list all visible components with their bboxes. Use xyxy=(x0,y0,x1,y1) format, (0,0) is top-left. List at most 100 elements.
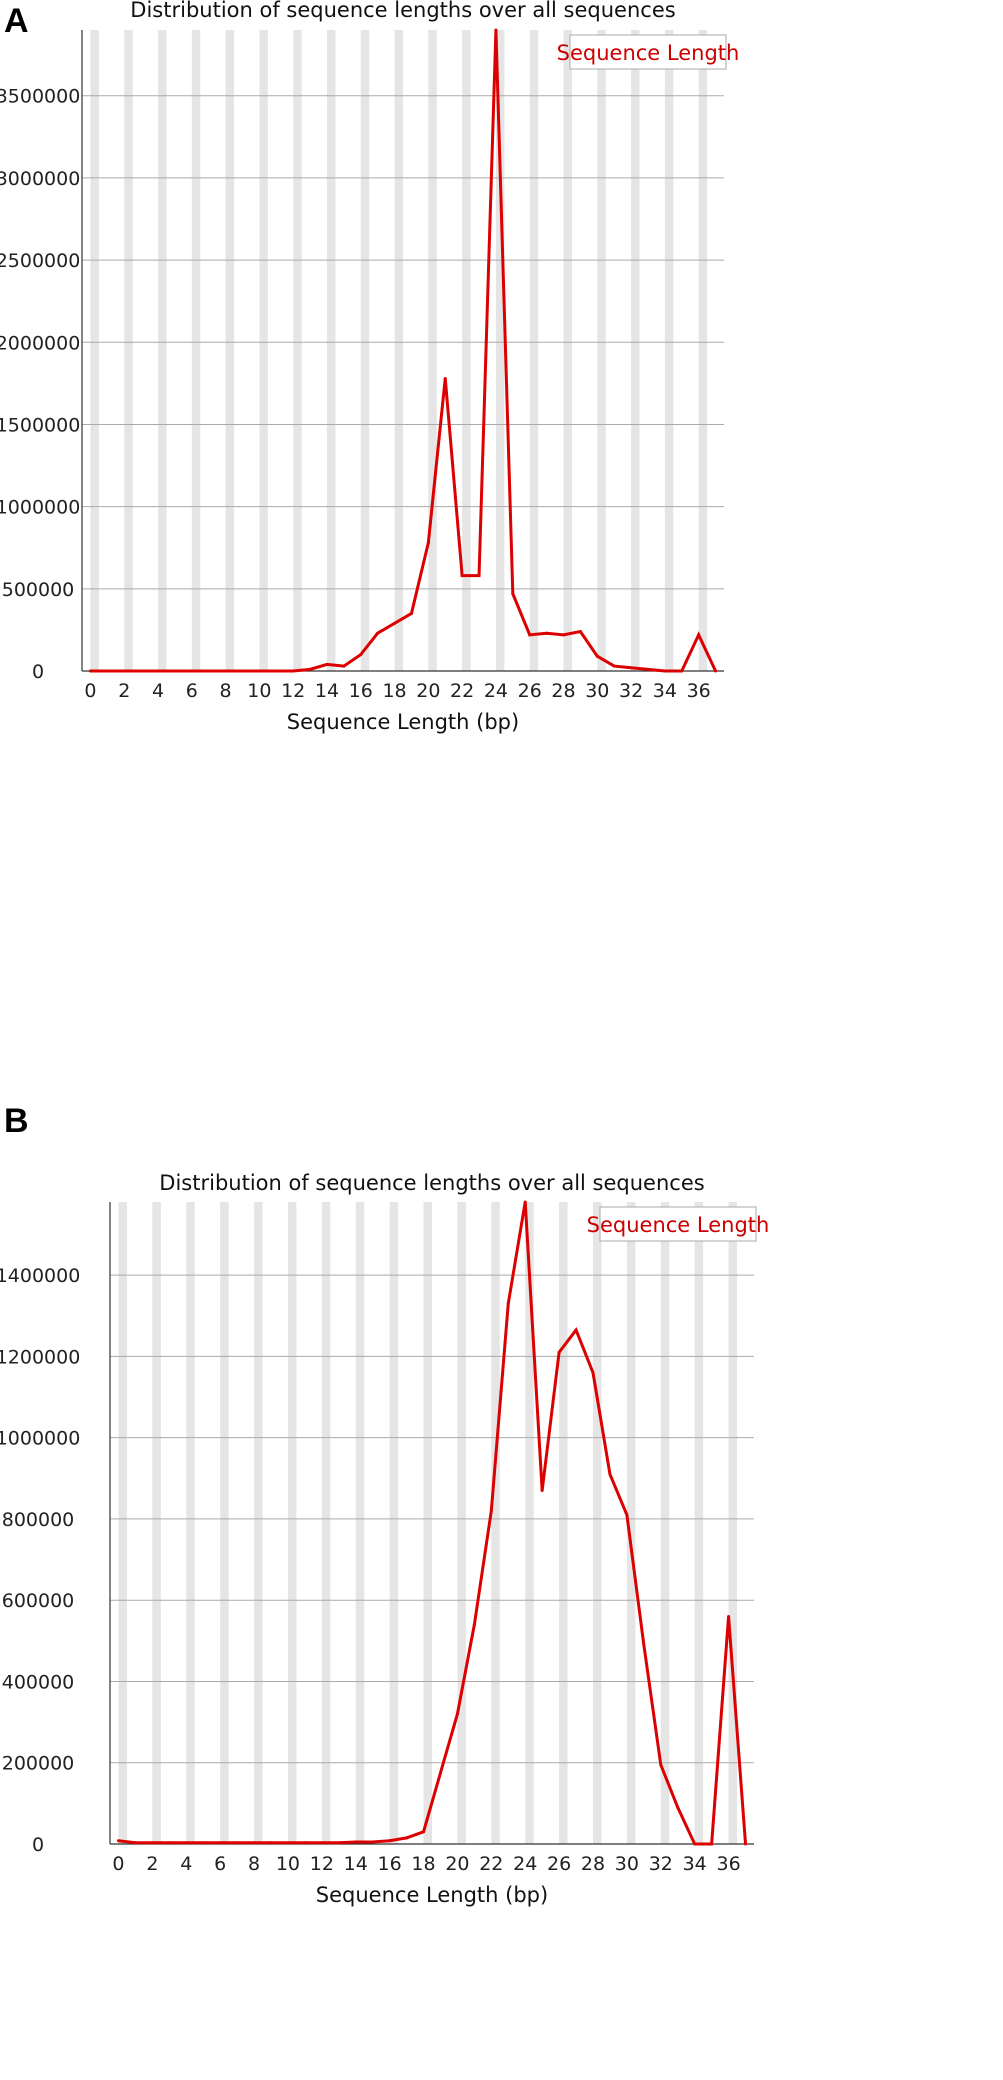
chart-a: 0 500000 1000000 1500000 2000000 2500000 30000… xyxy=(0,0,740,734)
data-point xyxy=(122,669,126,673)
column-bands xyxy=(90,30,708,671)
column-band xyxy=(698,30,708,671)
data-point xyxy=(150,1841,154,1845)
data-point xyxy=(693,1842,697,1846)
data-point xyxy=(291,669,295,673)
data-point xyxy=(133,1841,137,1845)
column-band xyxy=(626,1202,636,1844)
column-band xyxy=(428,30,437,671)
data-point xyxy=(477,574,481,578)
y-gridlines xyxy=(110,1274,754,1764)
x-tick-label: 16 xyxy=(349,680,373,702)
column-band xyxy=(124,30,133,671)
data-point xyxy=(88,669,92,673)
x-tick-label: 10 xyxy=(247,680,271,702)
series-line-sequence-length xyxy=(90,29,717,673)
chart-panel-a: A 0 500000 1000000 1500000 2000000 2500000 300… xyxy=(0,0,1003,1000)
x-tick-label: 28 xyxy=(581,1853,605,1875)
x-tick-label: 24 xyxy=(484,680,508,702)
panel-label-a: A xyxy=(4,2,29,40)
data-point xyxy=(506,1302,510,1306)
data-point xyxy=(156,669,160,673)
x-tick-label: 18 xyxy=(411,1853,435,1875)
data-point xyxy=(591,1371,595,1375)
legend-label: Sequence Length xyxy=(557,41,740,65)
column-band xyxy=(326,30,336,671)
x-tick-label: 26 xyxy=(547,1853,571,1875)
data-point xyxy=(405,1836,409,1840)
y-tick-label: 1200000 xyxy=(0,1346,80,1368)
data-point xyxy=(642,1643,646,1647)
column-band xyxy=(355,1202,365,1844)
data-point xyxy=(167,1841,171,1845)
column-band xyxy=(491,1202,500,1844)
column-band xyxy=(220,1202,229,1844)
column-band xyxy=(495,30,505,671)
data-point xyxy=(511,592,515,596)
y-tick-label: 3000000 xyxy=(0,168,80,190)
x-tick-label: 0 xyxy=(84,680,96,702)
column-band xyxy=(287,1202,297,1844)
x-tick-label: 0 xyxy=(112,1853,124,1875)
data-point xyxy=(540,1488,544,1492)
x-axis-title: Sequence Length (bp) xyxy=(316,1883,548,1907)
data-point xyxy=(393,621,397,625)
x-tick-label: 16 xyxy=(378,1853,402,1875)
data-point xyxy=(659,1763,663,1767)
column-band xyxy=(529,30,539,671)
x-tick-label: 36 xyxy=(716,1853,740,1875)
chart-panel-b: B 0 200000 400000 600000 800000 1000000 120000… xyxy=(0,1100,1003,2080)
data-point xyxy=(528,633,532,637)
x-tick-label: 4 xyxy=(152,680,164,702)
column-band xyxy=(593,1202,602,1844)
data-point xyxy=(646,667,650,671)
data-point xyxy=(697,633,701,637)
data-point xyxy=(472,1623,476,1627)
y-tick-label: 1000000 xyxy=(0,497,80,519)
x-tick-label: 32 xyxy=(649,1853,673,1875)
x-tick-label: 34 xyxy=(683,1853,707,1875)
column-band xyxy=(152,1202,161,1844)
data-points xyxy=(116,1200,748,1846)
y-tick-label: 2500000 xyxy=(0,250,80,272)
legend-box xyxy=(599,1206,757,1242)
x-tick-label: 8 xyxy=(248,1853,260,1875)
data-point xyxy=(252,1841,256,1845)
y-tick-label: 200000 xyxy=(2,1753,75,1775)
data-point xyxy=(455,1712,459,1716)
data-point xyxy=(557,1350,561,1354)
data-point xyxy=(184,1841,188,1845)
column-band xyxy=(389,1202,399,1844)
chart-title: Distribution of sequence lengths over al… xyxy=(130,0,675,22)
data-point xyxy=(342,664,346,668)
y-tick-label: 400000 xyxy=(2,1671,75,1693)
column-band xyxy=(254,1202,263,1844)
column-band xyxy=(186,1202,195,1844)
x-tick-label: 10 xyxy=(276,1853,300,1875)
x-tick-label: 22 xyxy=(450,680,474,702)
column-band xyxy=(660,1202,670,1844)
x-tick-label: 22 xyxy=(479,1853,503,1875)
column-band xyxy=(293,30,302,671)
y-tick-label: 1500000 xyxy=(0,414,80,436)
y-tick-label: 800000 xyxy=(2,1509,75,1531)
column-band xyxy=(728,1202,738,1844)
data-point xyxy=(105,669,109,673)
column-band xyxy=(90,30,99,671)
column-band xyxy=(321,1202,331,1844)
data-point xyxy=(274,669,278,673)
data-point xyxy=(376,631,380,635)
y-tick-label: 0 xyxy=(32,1834,44,1856)
data-point xyxy=(286,1841,290,1845)
column-band xyxy=(559,1202,568,1844)
x-tick-label: 12 xyxy=(310,1853,334,1875)
data-point xyxy=(269,1841,273,1845)
x-tick-label: 6 xyxy=(214,1853,226,1875)
column-band xyxy=(394,30,403,671)
column-band xyxy=(191,30,201,671)
x-tick-label: 14 xyxy=(344,1853,368,1875)
column-band xyxy=(158,30,167,671)
data-point xyxy=(308,667,312,671)
x-tick-label: 30 xyxy=(615,1853,639,1875)
x-tick-label: 24 xyxy=(513,1853,537,1875)
